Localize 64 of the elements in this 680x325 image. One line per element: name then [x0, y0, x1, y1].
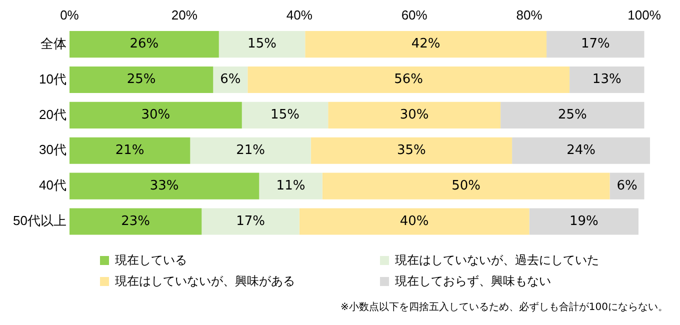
- legend-label: 現在しておらず、興味もない: [395, 273, 551, 290]
- text: 21%: [115, 142, 144, 158]
- bar: [299, 208, 530, 235]
- y-tick-label: 20代: [38, 106, 66, 122]
- bar: [322, 172, 610, 200]
- text: 25%: [558, 108, 587, 123]
- y-tick-label: 50代以上: [12, 213, 66, 228]
- y-tick-label: 40代: [38, 178, 66, 193]
- bar: [259, 172, 322, 200]
- bar: [500, 102, 644, 128]
- bar: [69, 102, 242, 128]
- text: 25%: [126, 72, 156, 88]
- text: 15%: [248, 36, 276, 52]
- bar: [69, 208, 202, 235]
- bar: [529, 208, 639, 235]
- text: 11%: [276, 178, 306, 194]
- bar: [248, 66, 570, 94]
- bar: [69, 137, 190, 164]
- x-tick-label: 60%: [401, 7, 428, 22]
- bar: [570, 66, 644, 94]
- text: 26%: [130, 36, 159, 52]
- text: 17%: [580, 36, 610, 52]
- text: 6%: [616, 178, 638, 194]
- bar: [328, 102, 501, 128]
- bar: [218, 31, 306, 58]
- bar: [310, 137, 512, 164]
- x-tick-label: 100%: [628, 7, 662, 22]
- legend-label: 現在している: [115, 252, 187, 269]
- bar: [202, 208, 300, 235]
- bar: [546, 31, 644, 58]
- text: 56%: [394, 72, 424, 88]
- y-tick-label: 全体: [40, 36, 66, 51]
- y-tick-label: 30代: [38, 142, 66, 158]
- text: 24%: [566, 142, 596, 158]
- text: 30%: [141, 108, 170, 123]
- text: 23%: [121, 214, 150, 229]
- text: 17%: [236, 214, 265, 229]
- text: 42%: [411, 36, 440, 52]
- bar: [305, 31, 547, 58]
- y-tick-label: 10代: [38, 71, 66, 86]
- legend-label: 現在はしていないが、興味がある: [115, 273, 295, 290]
- x-tick-label: 20%: [171, 7, 198, 22]
- bar: [69, 31, 219, 58]
- x-tick-label: 40%: [286, 7, 313, 22]
- text: 30%: [400, 108, 429, 123]
- text: 6%: [220, 72, 241, 88]
- bar: [512, 137, 650, 164]
- text: 13%: [592, 72, 622, 88]
- text: 33%: [150, 178, 179, 194]
- bar: [242, 102, 328, 128]
- x-tick-label: 80%: [516, 7, 543, 22]
- text: 21%: [236, 142, 265, 158]
- bar: [190, 137, 311, 164]
- bar: [213, 66, 248, 94]
- text: 35%: [397, 142, 426, 158]
- bar: [69, 172, 260, 200]
- text: 15%: [270, 108, 300, 123]
- x-tick-label: 0%: [60, 7, 80, 22]
- bar: [69, 66, 214, 94]
- legend-label: 現在はしていないが、過去にしていた: [395, 252, 599, 269]
- text: 40%: [400, 214, 429, 229]
- text: 19%: [569, 214, 598, 229]
- text: ※小数点以下を四捨五入しているため、必ずしも合計が100にならない。: [340, 300, 668, 314]
- text: 50%: [452, 178, 481, 194]
